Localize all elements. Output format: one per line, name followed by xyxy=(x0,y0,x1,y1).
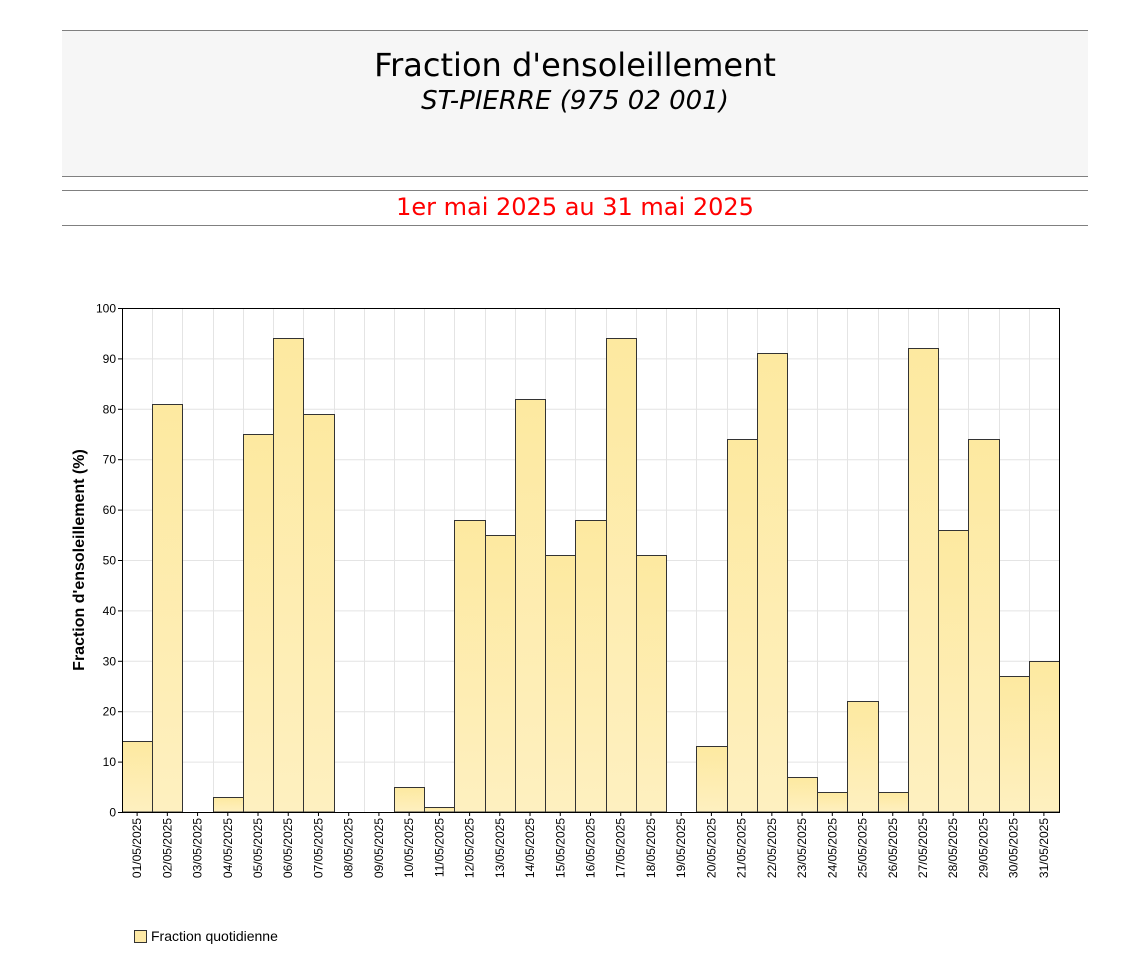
y-tick-label: 80 xyxy=(103,402,117,416)
y-tick-label: 90 xyxy=(103,352,117,366)
x-tick-label: 02/05/2025 xyxy=(160,818,174,878)
y-tick-label: 60 xyxy=(103,503,117,517)
x-tick-label: 10/05/2025 xyxy=(402,818,416,878)
bar xyxy=(394,787,425,813)
header-panel: Fraction d'ensoleillement ST-PIERRE (975… xyxy=(62,30,1088,177)
x-tick-label: 06/05/2025 xyxy=(281,818,295,878)
y-tick-label: 70 xyxy=(103,453,117,467)
x-tick-label: 19/05/2025 xyxy=(674,818,688,878)
x-tick-label: 18/05/2025 xyxy=(644,818,658,878)
x-tick-label: 14/05/2025 xyxy=(523,818,537,878)
legend: Fraction quotidienne xyxy=(134,928,278,944)
x-tick-label: 05/05/2025 xyxy=(251,818,265,878)
y-tick-label: 10 xyxy=(103,755,117,769)
bar xyxy=(213,797,244,813)
x-tick-label: 07/05/2025 xyxy=(311,818,325,878)
station-subtitle: ST-PIERRE (975 02 001) xyxy=(421,86,729,116)
x-tick-label: 09/05/2025 xyxy=(372,818,386,878)
legend-swatch xyxy=(134,929,147,943)
bar xyxy=(575,520,607,813)
bar xyxy=(696,746,728,813)
chart-title: Fraction d'ensoleillement xyxy=(374,46,776,84)
bar xyxy=(727,439,758,813)
bar xyxy=(847,701,879,813)
bar xyxy=(1029,661,1060,813)
bar xyxy=(424,807,455,813)
x-tick-label: 26/05/2025 xyxy=(886,818,900,878)
bar xyxy=(757,353,788,813)
x-tick-label: 03/05/2025 xyxy=(191,818,205,878)
x-tick-label: 11/05/2025 xyxy=(432,818,446,877)
x-tick-label: 29/05/2025 xyxy=(976,818,990,878)
legend-label: Fraction quotidienne xyxy=(151,928,278,944)
y-axis-label: Fraction d'ensoleillement (%) xyxy=(71,449,88,671)
bar xyxy=(122,741,153,813)
bar xyxy=(273,338,304,813)
bar xyxy=(908,348,939,813)
x-tick-label: 17/05/2025 xyxy=(614,818,628,878)
bar xyxy=(485,535,516,813)
x-tick-label: 15/05/2025 xyxy=(553,818,567,878)
bar xyxy=(303,414,335,813)
x-tick-label: 30/05/2025 xyxy=(1007,818,1021,878)
bar xyxy=(636,555,667,813)
x-tick-label: 28/05/2025 xyxy=(946,818,960,878)
bar xyxy=(878,792,909,813)
bar xyxy=(545,555,576,813)
x-tick-label: 27/05/2025 xyxy=(916,818,930,878)
y-tick-label: 20 xyxy=(103,705,117,719)
bar xyxy=(938,530,969,813)
bar xyxy=(243,434,274,813)
bar xyxy=(817,792,848,813)
bar xyxy=(606,338,637,813)
bar xyxy=(787,777,818,813)
bar xyxy=(454,520,486,813)
x-tick-label: 08/05/2025 xyxy=(342,818,356,878)
x-tick-label: 24/05/2025 xyxy=(825,818,839,878)
x-tick-label: 04/05/2025 xyxy=(221,818,235,878)
x-tick-label: 12/05/2025 xyxy=(463,818,477,878)
x-tick-label: 31/05/2025 xyxy=(1037,818,1051,878)
bar xyxy=(999,676,1030,813)
y-tick-label: 100 xyxy=(96,302,116,316)
period-panel: 1er mai 2025 au 31 mai 2025 xyxy=(62,190,1088,226)
x-tick-label: 16/05/2025 xyxy=(584,818,598,878)
bar xyxy=(152,404,183,813)
x-tick-label: 25/05/2025 xyxy=(856,818,870,878)
x-tick-label: 01/05/2025 xyxy=(130,818,144,878)
y-tick-label: 40 xyxy=(103,604,117,618)
x-tick-label: 21/05/2025 xyxy=(735,818,749,878)
period-label: 1er mai 2025 au 31 mai 2025 xyxy=(396,193,754,221)
x-tick-label: 23/05/2025 xyxy=(795,818,809,878)
bar xyxy=(515,399,546,813)
x-tick-label: 20/05/2025 xyxy=(704,818,718,878)
y-tick-label: 50 xyxy=(103,554,117,568)
bar xyxy=(968,439,1000,813)
x-tick-label: 13/05/2025 xyxy=(493,818,507,878)
y-tick-label: 30 xyxy=(103,654,117,668)
y-tick-label: 0 xyxy=(109,806,116,820)
x-tick-label: 22/05/2025 xyxy=(765,818,779,878)
